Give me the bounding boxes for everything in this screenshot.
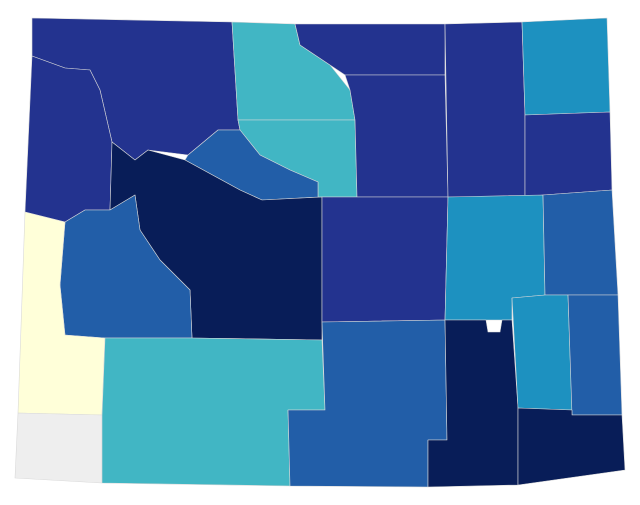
region: [511, 294, 573, 411]
region: [344, 74, 449, 198]
region: [444, 21, 526, 198]
region: [542, 189, 619, 296]
region: [521, 17, 611, 116]
region: [524, 111, 613, 198]
region: [427, 319, 519, 488]
region: [567, 294, 623, 416]
region: [321, 196, 449, 323]
region: [517, 407, 626, 486]
region: [14, 412, 103, 484]
